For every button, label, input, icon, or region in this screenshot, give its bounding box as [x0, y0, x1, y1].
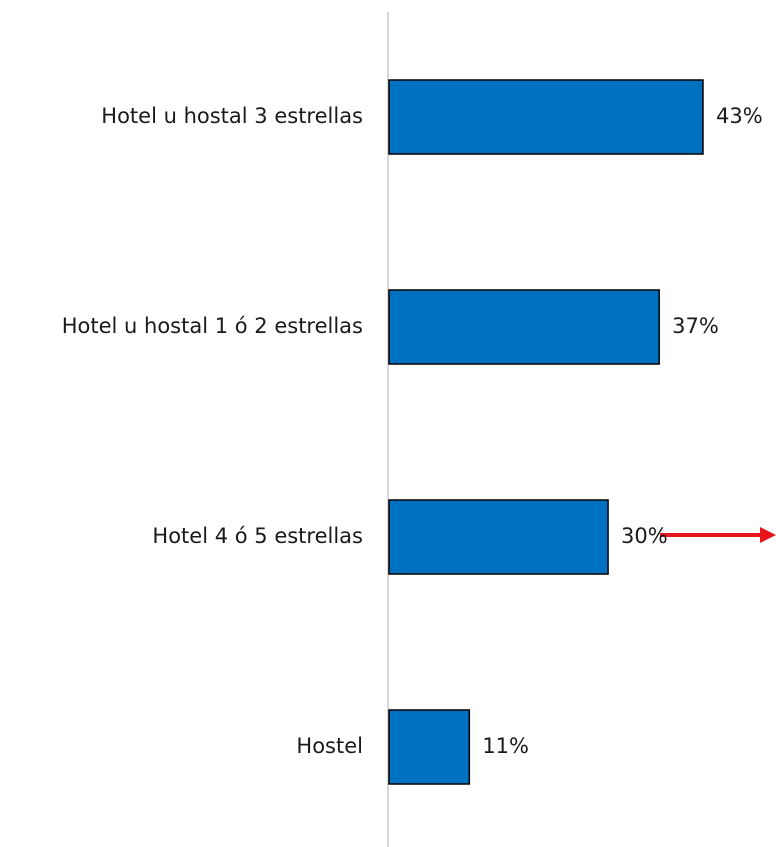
value-label: 43%	[716, 104, 763, 128]
category-label: Hotel 4 ó 5 estrellas	[152, 524, 363, 548]
annotation-arrow	[660, 527, 776, 543]
bar	[388, 289, 660, 365]
category-label: Hotel u hostal 1 ó 2 estrellas	[62, 314, 363, 338]
bar	[388, 709, 471, 785]
value-label: 30%	[621, 524, 668, 548]
category-label: Hostel	[296, 734, 363, 758]
bar	[388, 79, 704, 155]
bar	[388, 499, 609, 575]
value-label: 11%	[482, 734, 529, 758]
value-label: 37%	[672, 314, 719, 338]
category-label: Hotel u hostal 3 estrellas	[101, 104, 363, 128]
